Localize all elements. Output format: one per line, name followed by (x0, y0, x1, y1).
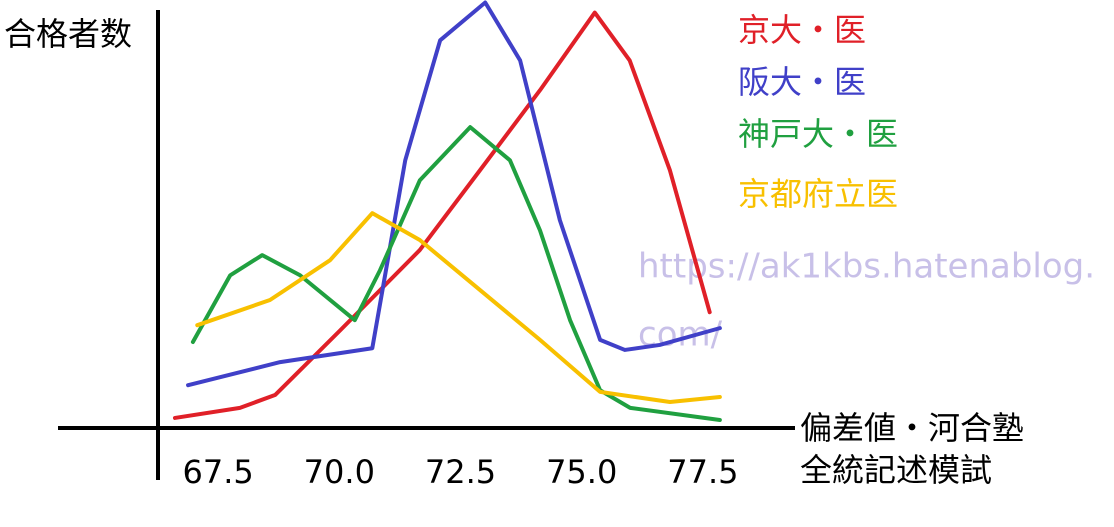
line (190, 125, 722, 423)
legend-label: 阪大・医 (738, 63, 866, 101)
watermark: https://ak1kbs.hatenablog. (638, 247, 1095, 287)
y-axis-label: 合格者数 (4, 15, 132, 53)
line (195, 211, 722, 404)
line (186, 0, 722, 388)
legend-label: 京都府立医 (738, 175, 898, 213)
x-tick-label: 70.0 (304, 453, 375, 491)
x-tick-label: 67.5 (182, 453, 253, 491)
x-axis-label: 全統記述模試 (800, 451, 992, 489)
watermark: com/ (638, 315, 723, 355)
x-tick-label: 72.5 (425, 453, 496, 491)
x-axis-label: 偏差値・河合塾 (800, 409, 1024, 447)
x-tick-label: 75.0 (546, 453, 617, 491)
legend-label: 神戸大・医 (738, 115, 898, 153)
x-tick-label: 77.5 (667, 453, 738, 491)
legend-label: 京大・医 (738, 11, 866, 49)
line (172, 10, 712, 420)
